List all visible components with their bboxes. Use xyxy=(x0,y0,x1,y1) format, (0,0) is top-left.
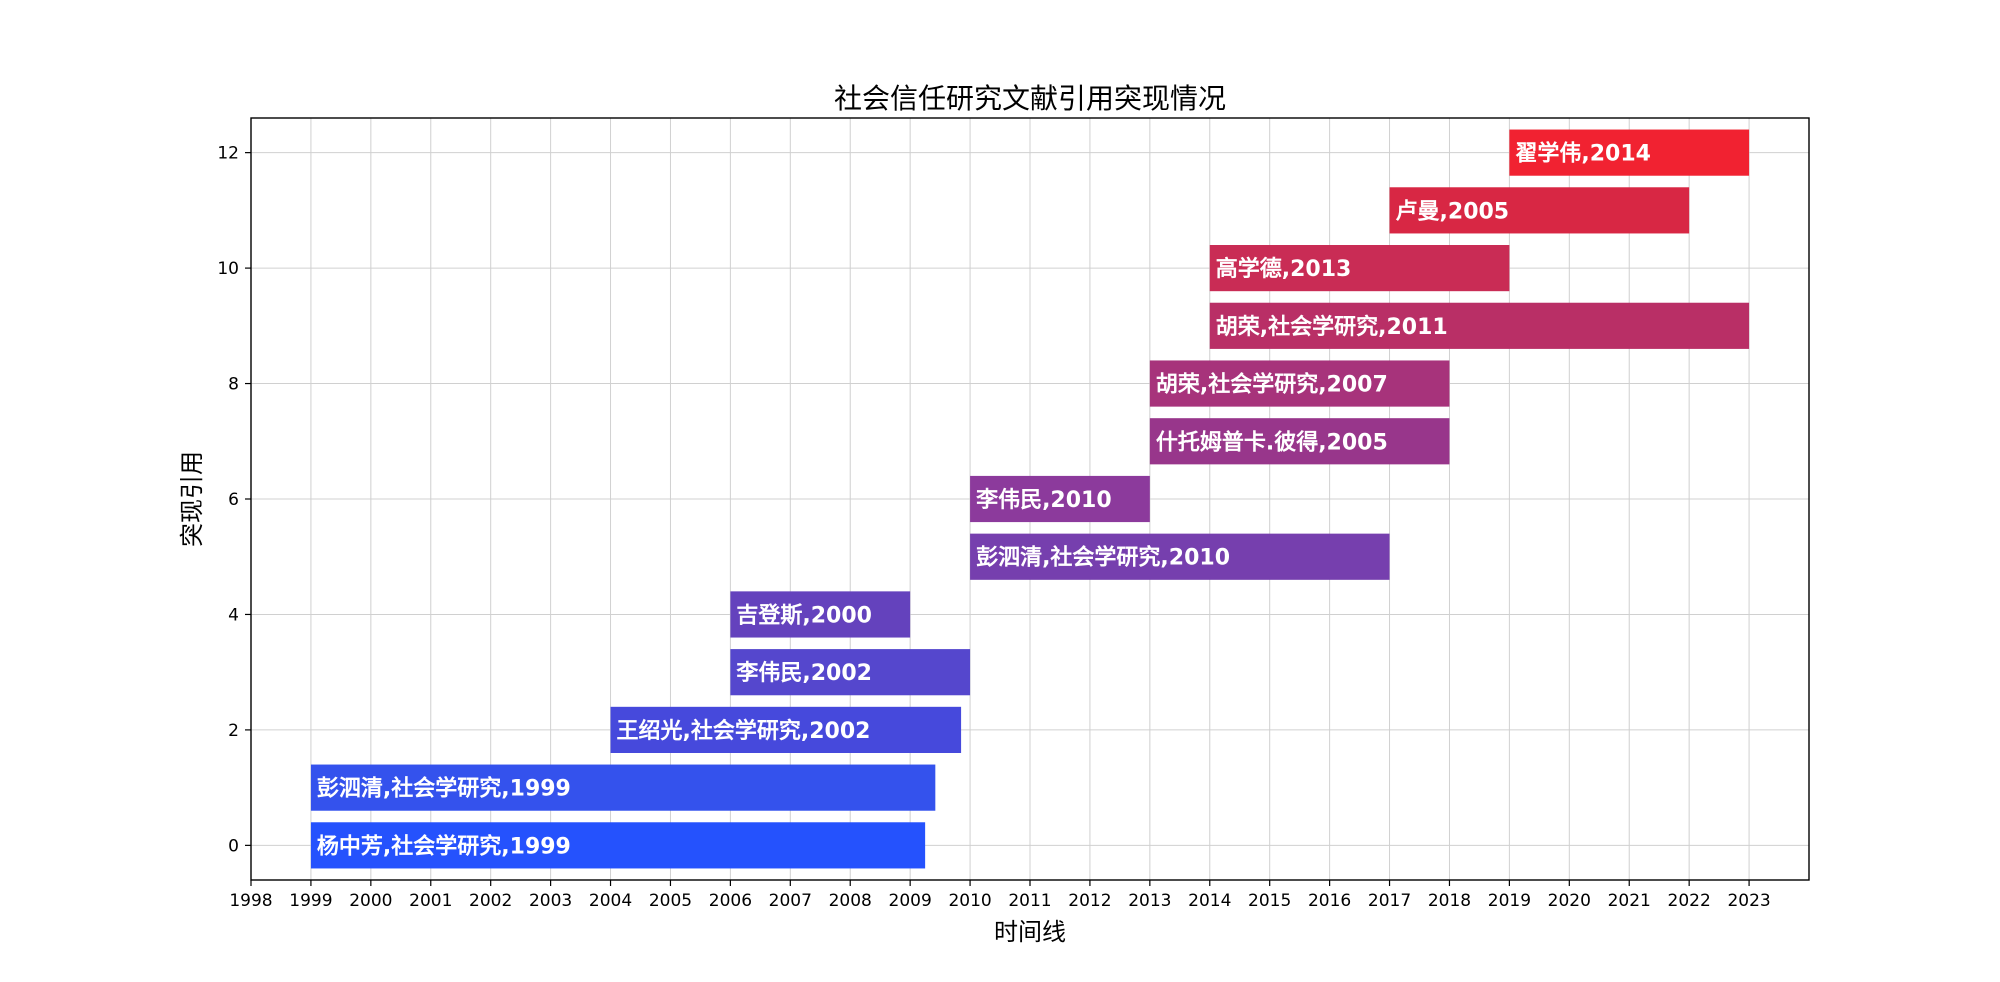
x-tick-label: 2010 xyxy=(948,891,991,911)
x-tick-label: 2017 xyxy=(1368,891,1411,911)
x-tick-label: 1999 xyxy=(289,891,332,911)
citation-burst-bar xyxy=(1389,187,1690,234)
x-axis-label: 时间线 xyxy=(994,918,1066,946)
citation-burst-bar xyxy=(1509,129,1750,176)
x-tick-label: 2022 xyxy=(1668,891,1711,911)
citation-burst-bar xyxy=(730,649,971,696)
bar-label: 翟学伟,2014 xyxy=(1515,141,1651,167)
citation-burst-bar xyxy=(1149,418,1450,465)
x-tick-label: 2001 xyxy=(409,891,452,911)
x-tick-label: 2008 xyxy=(829,891,872,911)
x-tick-label: 2019 xyxy=(1488,891,1531,911)
y-tick-label: 2 xyxy=(228,721,239,741)
y-tick-label: 10 xyxy=(217,259,239,279)
x-tick-label: 2021 xyxy=(1608,891,1651,911)
bar-label: 王绍光,社会学研究,2002 xyxy=(617,718,871,744)
x-tick-label: 2000 xyxy=(349,891,392,911)
y-axis-label: 突现引用 xyxy=(178,451,206,547)
bar-label: 李伟民,2010 xyxy=(975,488,1112,513)
axis-layer: 1998 1999 2000 2001 2002 2003 2004 2005 2006 2007… xyxy=(217,144,1770,911)
x-tick-label: 2012 xyxy=(1068,891,1111,911)
x-tick-label: 2011 xyxy=(1008,891,1051,911)
bar-label: 高学德,2013 xyxy=(1216,256,1352,282)
x-tick-label: 2023 xyxy=(1727,891,1770,911)
citation-burst-bar xyxy=(310,764,936,811)
x-tick-label: 1998 xyxy=(229,891,272,911)
x-tick-label: 2009 xyxy=(889,891,932,911)
x-tick-label: 2003 xyxy=(529,891,572,911)
x-tick-label: 2005 xyxy=(649,891,692,911)
x-tick-label: 2014 xyxy=(1188,891,1231,911)
y-tick-label: 0 xyxy=(228,836,239,856)
citation-burst-bar xyxy=(1149,360,1450,407)
bar-label: 吉登斯,2000 xyxy=(736,602,872,628)
bar-label: 李伟民,2002 xyxy=(735,661,872,686)
bar-label: 彭泗清,社会学研究,2010 xyxy=(976,545,1230,571)
bar-label: 卢曼,2005 xyxy=(1396,198,1510,224)
bar-label: 彭泗清,社会学研究,1999 xyxy=(317,776,571,802)
citation-burst-bar xyxy=(970,533,1390,580)
x-tick-label: 2006 xyxy=(709,891,752,911)
bar-label: 杨中芳,社会学研究,1999 xyxy=(317,833,571,859)
citation-burst-bar xyxy=(1209,302,1750,349)
x-tick-label: 2007 xyxy=(769,891,812,911)
x-tick-label: 2016 xyxy=(1308,891,1351,911)
citation-burst-bar xyxy=(730,591,911,638)
citation-burst-bar xyxy=(970,475,1150,523)
x-tick-label: 2015 xyxy=(1248,891,1291,911)
y-tick-label: 8 xyxy=(228,375,239,395)
y-tick-label: 6 xyxy=(228,490,239,510)
x-tick-label: 2004 xyxy=(589,891,632,911)
plot-frame xyxy=(250,117,1810,881)
x-tick-label: 2002 xyxy=(469,891,512,911)
citation-burst-bar xyxy=(1209,245,1510,292)
x-tick-label: 2013 xyxy=(1128,891,1171,911)
chart-title: 社会信任研究文献引用突现情况 xyxy=(834,82,1226,115)
x-tick-label: 2018 xyxy=(1428,891,1471,911)
y-tick-label: 12 xyxy=(217,144,239,164)
bar-label: 胡荣,社会学研究,2007 xyxy=(1156,372,1388,398)
x-tick-label: 2020 xyxy=(1548,891,1591,911)
bar-label: 胡荣,社会学研究,2011 xyxy=(1216,314,1448,340)
citation-burst-bar xyxy=(610,706,962,753)
bar-layer: 杨中芳,社会学研究,1999 彭泗清,社会学研究,1999 王绍光,社会学研究,20… xyxy=(310,129,1750,869)
y-tick-label: 4 xyxy=(228,605,239,625)
citation-burst-bar xyxy=(310,822,926,869)
bar-label: 什托姆普卡.彼得,2005 xyxy=(1156,429,1388,455)
